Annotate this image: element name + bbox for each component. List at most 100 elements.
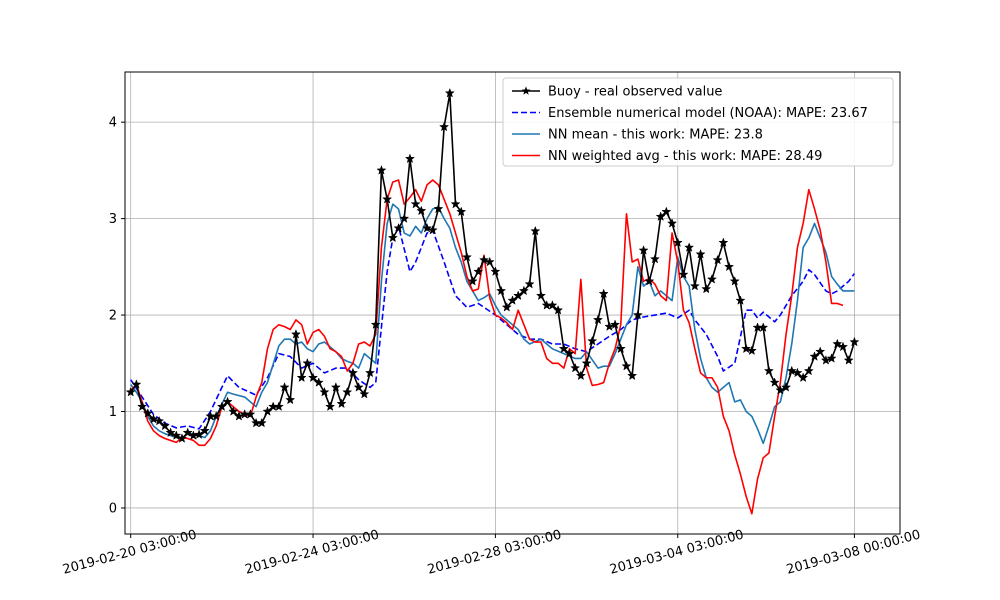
data-point <box>649 253 661 264</box>
data-point <box>290 329 302 339</box>
data-point <box>758 322 769 332</box>
data-point <box>359 388 370 399</box>
data-point <box>473 266 484 276</box>
data-point <box>678 269 689 279</box>
data-point <box>718 237 729 248</box>
data-point <box>478 254 490 265</box>
data-point <box>439 121 450 132</box>
data-point <box>296 372 307 383</box>
data-point <box>376 165 387 175</box>
data-point <box>672 237 683 248</box>
series-line <box>130 225 856 430</box>
legend-label: Ensemble numerical model (NOAA): MAPE: 2… <box>548 106 868 121</box>
data-point <box>798 372 809 383</box>
legend-marker <box>521 86 531 95</box>
data-point <box>832 338 843 349</box>
data-point <box>581 357 592 368</box>
data-point <box>723 261 735 272</box>
data-point <box>387 232 398 243</box>
data-point <box>308 372 319 383</box>
data-point <box>558 343 569 354</box>
data-point <box>570 362 581 373</box>
data-point <box>273 401 284 411</box>
data-point <box>496 285 507 296</box>
series-line <box>130 203 855 445</box>
data-point <box>701 283 712 294</box>
data-point <box>416 205 427 216</box>
data-point <box>404 153 415 164</box>
data-point <box>815 346 826 357</box>
data-point <box>165 427 176 438</box>
data-point <box>644 275 655 286</box>
data-point <box>131 379 142 389</box>
data-point <box>364 367 376 378</box>
data-point <box>661 206 672 217</box>
series-0 <box>125 87 860 443</box>
data-point <box>792 367 803 378</box>
series-2 <box>130 203 855 445</box>
data-point <box>632 309 643 320</box>
data-point <box>370 319 381 329</box>
data-point <box>553 304 564 315</box>
data-point <box>535 290 547 301</box>
legend-item: NN mean - this work: MAPE: 23.8 <box>512 128 763 143</box>
legend-label: Buoy - real observed value <box>548 85 722 100</box>
data-point <box>763 365 774 376</box>
data-point <box>775 384 786 395</box>
data-point <box>176 433 188 443</box>
legend-label: NN weighted avg - this work: MAPE: 28.49 <box>548 149 822 164</box>
data-point <box>393 222 404 233</box>
data-point <box>518 285 529 296</box>
data-point <box>843 355 854 365</box>
data-point <box>171 430 182 440</box>
data-point <box>484 256 495 267</box>
legend: Buoy - real observed value Ensemble numer… <box>502 77 894 167</box>
data-point <box>148 413 159 424</box>
legend-box <box>502 77 894 167</box>
data-point <box>382 194 393 204</box>
y-tick-label: 4 <box>109 116 117 131</box>
data-point <box>621 360 632 371</box>
data-point <box>336 398 347 409</box>
data-point <box>849 336 860 347</box>
data-point <box>222 396 233 407</box>
data-point <box>444 87 455 98</box>
axes-frame <box>124 71 901 535</box>
legend-label: NN mean - this work: MAPE: 23.8 <box>548 128 763 143</box>
data-point <box>353 382 364 392</box>
data-point <box>490 266 501 276</box>
series-layer <box>125 87 860 515</box>
legend-item: Buoy - real observed value <box>512 85 722 100</box>
y-tick-label: 2 <box>109 309 117 324</box>
series-1 <box>130 225 856 430</box>
data-point <box>342 386 353 397</box>
data-point <box>667 218 678 228</box>
data-point <box>137 401 148 411</box>
data-point <box>159 420 170 431</box>
data-point <box>154 415 165 426</box>
y-tick-label: 1 <box>109 405 117 420</box>
data-point <box>575 370 586 381</box>
data-point <box>427 224 438 235</box>
data-point <box>142 408 153 418</box>
data-point <box>741 343 752 354</box>
data-point <box>592 314 604 325</box>
data-point <box>780 382 792 392</box>
legend-item: NN weighted avg - this work: MAPE: 28.49 <box>512 149 822 164</box>
data-point <box>712 254 723 265</box>
y-tick-label: 0 <box>109 501 117 516</box>
data-point <box>746 345 757 356</box>
data-point <box>199 425 210 436</box>
data-point <box>330 382 341 392</box>
data-point <box>421 222 433 233</box>
data-point <box>689 280 700 291</box>
data-point <box>826 353 837 363</box>
data-point <box>547 300 558 310</box>
data-point <box>456 206 467 217</box>
data-point <box>530 225 541 236</box>
data-point <box>211 411 222 421</box>
data-point <box>319 386 330 397</box>
data-point <box>279 382 290 392</box>
data-point <box>638 245 649 255</box>
